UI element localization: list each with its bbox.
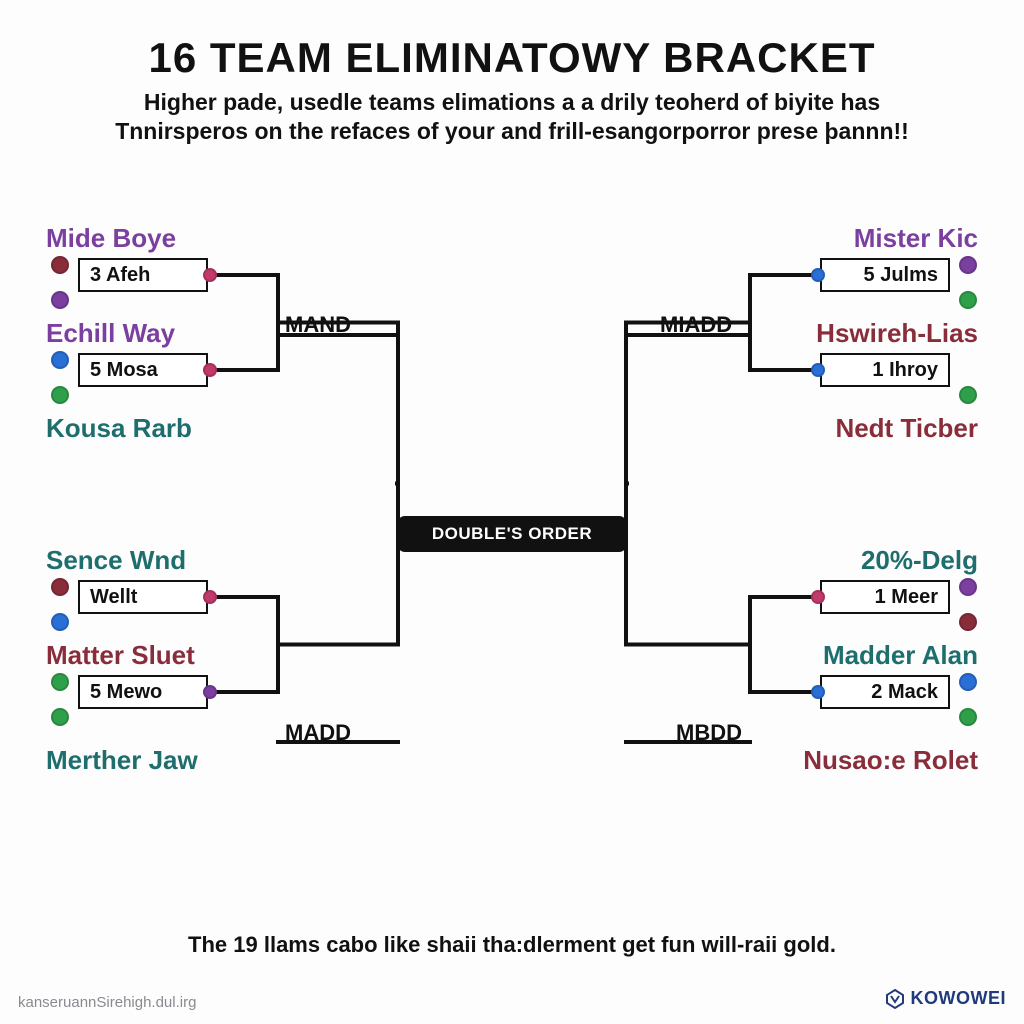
bracket-dot	[959, 256, 977, 274]
bracket-dot	[203, 685, 217, 699]
bracket-dot	[959, 708, 977, 726]
team-name: Sence Wnd	[46, 545, 186, 576]
footer-url: kanseruannSirehigh.dul.irg	[18, 994, 196, 1011]
team-name: Merther Jaw	[46, 745, 198, 776]
bracket-dot	[959, 613, 977, 631]
subtitle-line1: Higher pade, usedle teams elimations a a…	[144, 89, 880, 115]
brand-text: KOWOWEI	[911, 988, 1007, 1009]
bracket-dot	[51, 386, 69, 404]
bracket-lines	[0, 0, 1024, 1024]
footer-text: The 19 llams cabo like shaii tha:dlermen…	[0, 932, 1024, 958]
bracket-dot	[811, 363, 825, 377]
seed-box: 3 Afeh	[78, 258, 208, 292]
round-label: MAND	[285, 312, 351, 338]
bracket-dot	[811, 268, 825, 282]
bracket-dot	[959, 578, 977, 596]
bracket-dot	[203, 268, 217, 282]
team-name: Matter Sluet	[46, 640, 195, 671]
team-name: Nusao:e Rolet	[803, 745, 978, 776]
round-label: MADD	[285, 720, 351, 746]
page-title: 16 TEAM ELIMINATOWY BRACKET	[0, 34, 1024, 82]
team-name: Kousa Rarb	[46, 413, 192, 444]
subtitle-line2: Tnnirsperos on the refaces of your and f…	[115, 118, 909, 144]
team-name: Hswireh-Lias	[816, 318, 978, 349]
team-name: 20%-Delg	[861, 545, 978, 576]
seed-box: 1 Meer	[820, 580, 950, 614]
bracket-dot	[51, 256, 69, 274]
seed-box: 5 Mosa	[78, 353, 208, 387]
bracket-dot	[51, 351, 69, 369]
bracket-dot	[203, 590, 217, 604]
seed-box: Wellt	[78, 580, 208, 614]
bracket-dot	[811, 685, 825, 699]
brand-logo: KOWOWEI	[885, 988, 1007, 1009]
round-label: MBDD	[676, 720, 742, 746]
seed-box: 1 Ihroy	[820, 353, 950, 387]
team-name: Madder Alan	[823, 640, 978, 671]
bracket-dot	[51, 291, 69, 309]
team-name: Mide Boye	[46, 223, 176, 254]
round-label: MIADD	[660, 312, 732, 338]
bracket-dot	[959, 291, 977, 309]
bracket-dot	[959, 673, 977, 691]
bracket-dot	[51, 613, 69, 631]
bracket-dot	[203, 363, 217, 377]
seed-box: 2 Mack	[820, 675, 950, 709]
bracket-dot	[51, 708, 69, 726]
center-label: DOUBLE'S ORDER	[397, 516, 627, 552]
team-name: Mister Kic	[854, 223, 978, 254]
seed-box: 5 Mewo	[78, 675, 208, 709]
page-subtitle: Higher pade, usedle teams elimations a a…	[60, 88, 964, 146]
bracket-dot	[959, 386, 977, 404]
seed-box: 5 Julms	[820, 258, 950, 292]
team-name: Nedt Ticber	[835, 413, 978, 444]
bracket-dot	[51, 673, 69, 691]
brand-icon	[885, 989, 905, 1009]
bracket-dot	[811, 590, 825, 604]
team-name: Echill Way	[46, 318, 175, 349]
bracket-dot	[51, 578, 69, 596]
